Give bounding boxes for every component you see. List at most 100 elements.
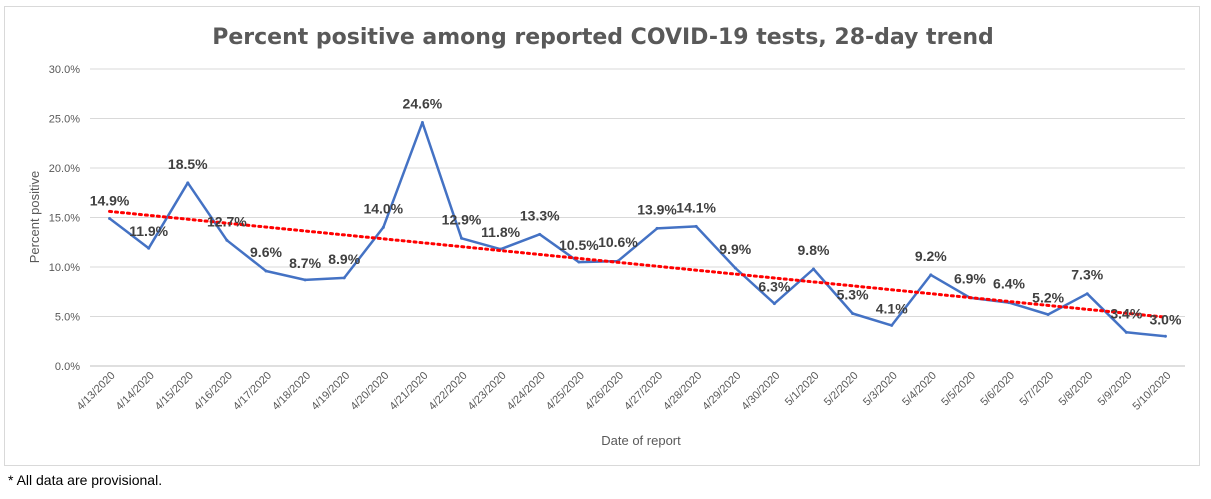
data-point <box>733 266 737 270</box>
x-tick-label: 4/14/2020 <box>114 370 157 413</box>
data-label: 14.9% <box>90 192 130 208</box>
data-point <box>342 276 346 280</box>
data-label: 6.4% <box>993 276 1025 292</box>
x-tick-label: 5/6/2020 <box>978 370 1017 409</box>
x-tick-label: 4/19/2020 <box>309 370 352 413</box>
x-tick-label: 5/2/2020 <box>822 370 861 409</box>
data-point <box>851 312 855 316</box>
data-point <box>811 267 815 271</box>
y-tick-label: 30.0% <box>49 64 80 76</box>
data-point <box>1163 334 1167 338</box>
data-label: 8.7% <box>289 255 321 271</box>
x-tick-label: 4/28/2020 <box>661 370 704 413</box>
x-tick-label: 5/9/2020 <box>1096 370 1135 409</box>
x-tick-label: 5/4/2020 <box>900 370 939 409</box>
data-label: 13.9% <box>637 201 677 217</box>
y-axis-ticks: 0.0% 5.0% 10.0% 15.0% 20.0% 25.0% 30.0% <box>49 64 80 373</box>
data-point <box>381 225 385 229</box>
data-point <box>890 323 894 327</box>
data-label: 9.6% <box>250 244 282 260</box>
data-point <box>655 226 659 230</box>
data-label: 5.2% <box>1032 290 1064 306</box>
x-tick-label: 5/1/2020 <box>783 370 822 409</box>
data-label: 14.0% <box>363 200 403 216</box>
x-tick-label: 4/17/2020 <box>231 370 274 413</box>
data-label: 12.7% <box>207 213 247 229</box>
data-label: 14.1% <box>676 199 716 215</box>
series-line <box>108 121 1166 338</box>
data-label: 4.1% <box>876 300 908 316</box>
data-point <box>577 260 581 264</box>
data-point <box>225 238 229 242</box>
y-tick-label: 15.0% <box>49 213 80 225</box>
data-point <box>186 181 190 185</box>
data-label: 6.9% <box>954 271 986 287</box>
x-tick-label: 4/13/2020 <box>75 370 118 413</box>
data-point <box>929 273 933 277</box>
x-tick-label: 5/8/2020 <box>1057 370 1096 409</box>
x-tick-label: 4/30/2020 <box>739 370 782 413</box>
x-axis-ticks: 4/13/20204/14/20204/15/20204/16/20204/17… <box>75 370 1174 413</box>
x-tick-label: 4/15/2020 <box>153 370 196 413</box>
data-point <box>147 246 151 250</box>
data-label: 6.3% <box>758 279 790 295</box>
data-label: 10.6% <box>598 234 638 250</box>
data-point <box>1085 292 1089 296</box>
x-tick-label: 4/21/2020 <box>387 370 430 413</box>
x-tick-label: 5/10/2020 <box>1130 370 1173 413</box>
y-tick-label: 0.0% <box>55 361 80 373</box>
footnote: * All data are provisional. <box>8 472 163 488</box>
x-tick-label: 4/24/2020 <box>505 370 548 413</box>
data-point <box>1124 330 1128 334</box>
data-label: 7.3% <box>1071 267 1103 283</box>
data-label: 10.5% <box>559 237 599 253</box>
data-point <box>772 302 776 306</box>
x-tick-label: 4/20/2020 <box>348 370 391 413</box>
data-point <box>264 269 268 273</box>
x-tick-label: 4/29/2020 <box>700 370 743 413</box>
x-tick-label: 4/18/2020 <box>270 370 313 413</box>
data-label: 9.8% <box>798 242 830 258</box>
x-tick-label: 5/3/2020 <box>861 370 900 409</box>
chart-svg: Percent positive among reported COVID-19… <box>27 25 1185 448</box>
data-point <box>538 232 542 236</box>
x-axis-title: Date of report <box>601 433 681 448</box>
data-point <box>694 224 698 228</box>
data-label: 12.9% <box>442 211 482 227</box>
x-tick-label: 4/23/2020 <box>466 370 509 413</box>
data-label: 13.3% <box>520 207 560 223</box>
data-label: 11.9% <box>129 223 168 239</box>
data-point <box>420 120 424 124</box>
y-tick-label: 25.0% <box>49 114 80 126</box>
y-tick-label: 5.0% <box>55 312 80 324</box>
data-label: 11.8% <box>481 224 520 240</box>
data-label: 8.9% <box>328 251 360 267</box>
trendline <box>108 209 1167 319</box>
data-label: 3.0% <box>1149 311 1181 327</box>
data-point <box>460 236 464 240</box>
y-axis-title: Percent positive <box>27 171 42 264</box>
data-labels: 14.9% 11.9% 18.5% 12.7%9.6% 8.7% 8.9% 14.0% 24.… <box>90 95 1182 327</box>
gridlines <box>90 68 1185 367</box>
x-tick-label: 5/7/2020 <box>1017 370 1056 409</box>
x-tick-label: 4/25/2020 <box>544 370 587 413</box>
data-point <box>1046 313 1050 317</box>
data-label: 24.6% <box>403 95 443 111</box>
y-tick-label: 20.0% <box>49 163 80 175</box>
data-label: 5.3% <box>837 287 869 303</box>
data-point <box>303 278 307 282</box>
x-tick-label: 4/27/2020 <box>622 370 665 413</box>
x-tick-label: 4/22/2020 <box>427 370 470 413</box>
chart-frame: Percent positive among reported COVID-19… <box>4 6 1200 466</box>
chart-title: Percent positive among reported COVID-19… <box>212 25 994 50</box>
x-tick-label: 4/16/2020 <box>192 370 235 413</box>
data-point <box>108 216 112 220</box>
data-label: 18.5% <box>168 156 208 172</box>
series-layer <box>108 120 1167 338</box>
data-label: 9.9% <box>719 241 751 257</box>
x-tick-label: 4/26/2020 <box>583 370 626 413</box>
data-label: 3.4% <box>1110 305 1142 321</box>
data-label: 9.2% <box>915 248 947 264</box>
trendline-layer <box>108 209 1167 319</box>
x-tick-label: 5/5/2020 <box>939 370 978 409</box>
